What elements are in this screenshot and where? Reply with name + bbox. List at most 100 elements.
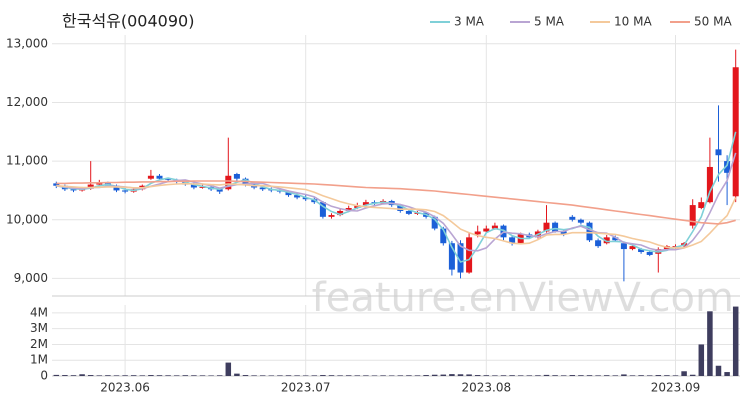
volume-bar <box>363 375 369 376</box>
volume-bar <box>294 375 300 376</box>
ma-line <box>56 182 737 249</box>
candle-body <box>646 252 653 255</box>
volume-bar <box>79 374 85 376</box>
volume-bar <box>449 374 455 376</box>
candle-body <box>483 228 490 232</box>
candle-body <box>302 197 309 200</box>
y-tick-label: 9,000 <box>14 271 48 285</box>
candle-body <box>225 175 232 190</box>
volume-bar <box>681 371 687 376</box>
candle-body <box>698 202 705 209</box>
volume-bar <box>234 373 240 376</box>
volume-bar <box>354 375 361 376</box>
y-tick-label: 10,000 <box>6 212 48 226</box>
volume-bar <box>199 375 206 376</box>
volume-bar <box>259 375 266 376</box>
x-tick-label: 2023.07 <box>281 381 331 395</box>
candle-body <box>354 205 361 209</box>
y-tick-label: 12,000 <box>6 95 48 109</box>
volume-bar <box>302 375 309 376</box>
candle-body <box>285 191 292 196</box>
volume-tick-label: 0 <box>40 369 48 383</box>
candle-body <box>629 246 636 250</box>
legend-label: 50 MA <box>694 15 732 29</box>
volume-bar <box>698 344 705 376</box>
chart-title: 한국석유(004090) <box>62 12 194 31</box>
volume-bar <box>569 375 576 376</box>
candle-body <box>509 237 516 244</box>
volume-bar <box>578 375 584 376</box>
volume-bar <box>173 375 180 376</box>
candle-body <box>156 175 163 179</box>
volume-bar <box>440 374 447 376</box>
volume-bar <box>535 375 541 376</box>
volume-bar <box>629 375 636 376</box>
volume-bar <box>664 375 670 376</box>
volume-bar <box>543 374 550 376</box>
volume-bar <box>552 375 558 376</box>
ma-line <box>56 131 737 263</box>
candle-body <box>96 183 103 185</box>
candle-body <box>612 237 619 241</box>
volume-bar <box>724 372 730 376</box>
volume-bar <box>431 374 438 376</box>
volume-bar <box>689 374 696 376</box>
volume-tick-label: 4M <box>30 305 48 319</box>
candle-body <box>122 190 129 192</box>
volume-bar <box>655 375 662 376</box>
volume-tick-label: 2M <box>30 337 48 351</box>
candle-body <box>147 175 154 179</box>
candle-body <box>70 189 77 191</box>
volume-bar <box>509 375 515 376</box>
candle-body <box>233 174 240 179</box>
candle-body <box>474 231 481 235</box>
candle-body <box>87 184 94 189</box>
volume-bar <box>457 374 464 376</box>
y-tick-label: 11,000 <box>6 154 48 168</box>
candle-body <box>113 185 120 191</box>
x-tick-label: 2023.08 <box>461 381 511 395</box>
volume-bar <box>483 375 490 376</box>
volume-bar <box>182 375 189 376</box>
volume-bar <box>560 375 567 376</box>
volume-bar <box>130 375 137 376</box>
volume-bar <box>646 375 653 376</box>
candle-body <box>595 240 602 247</box>
volume-bar <box>70 375 77 376</box>
candle-body <box>216 189 223 192</box>
candle-body <box>259 187 266 190</box>
volume-bar <box>466 374 472 376</box>
candle-body <box>706 166 713 203</box>
candle-body <box>689 205 696 226</box>
volume-bar <box>638 375 644 376</box>
volume-bar <box>277 375 283 376</box>
y-tick-label: 13,000 <box>6 36 48 50</box>
volume-bar <box>96 375 103 376</box>
volume-bar <box>53 374 60 376</box>
candle-body <box>569 216 576 220</box>
volume-bar <box>603 375 610 376</box>
legend-label: 10 MA <box>614 15 652 29</box>
volume-bar <box>337 375 343 376</box>
x-tick-label: 2023.09 <box>651 381 701 395</box>
candle-body <box>603 237 610 244</box>
volume-bar <box>148 375 154 376</box>
candle-body <box>405 210 412 214</box>
volume-bar <box>621 374 627 376</box>
volume-bar <box>423 375 429 376</box>
candle-body <box>732 67 739 197</box>
volume-bar <box>139 375 146 376</box>
candle-body <box>638 249 645 253</box>
volume-bar <box>345 375 352 376</box>
volume-bar <box>156 375 163 376</box>
volume-bar <box>320 375 326 376</box>
volume-tick-label: 1M <box>30 353 48 367</box>
candle-body <box>457 243 464 273</box>
volume-bar <box>216 375 223 376</box>
candle-body <box>543 222 550 232</box>
volume-bar <box>715 365 722 376</box>
volume-bar <box>251 375 257 376</box>
candle-body <box>199 186 206 188</box>
candle-body <box>552 222 559 232</box>
